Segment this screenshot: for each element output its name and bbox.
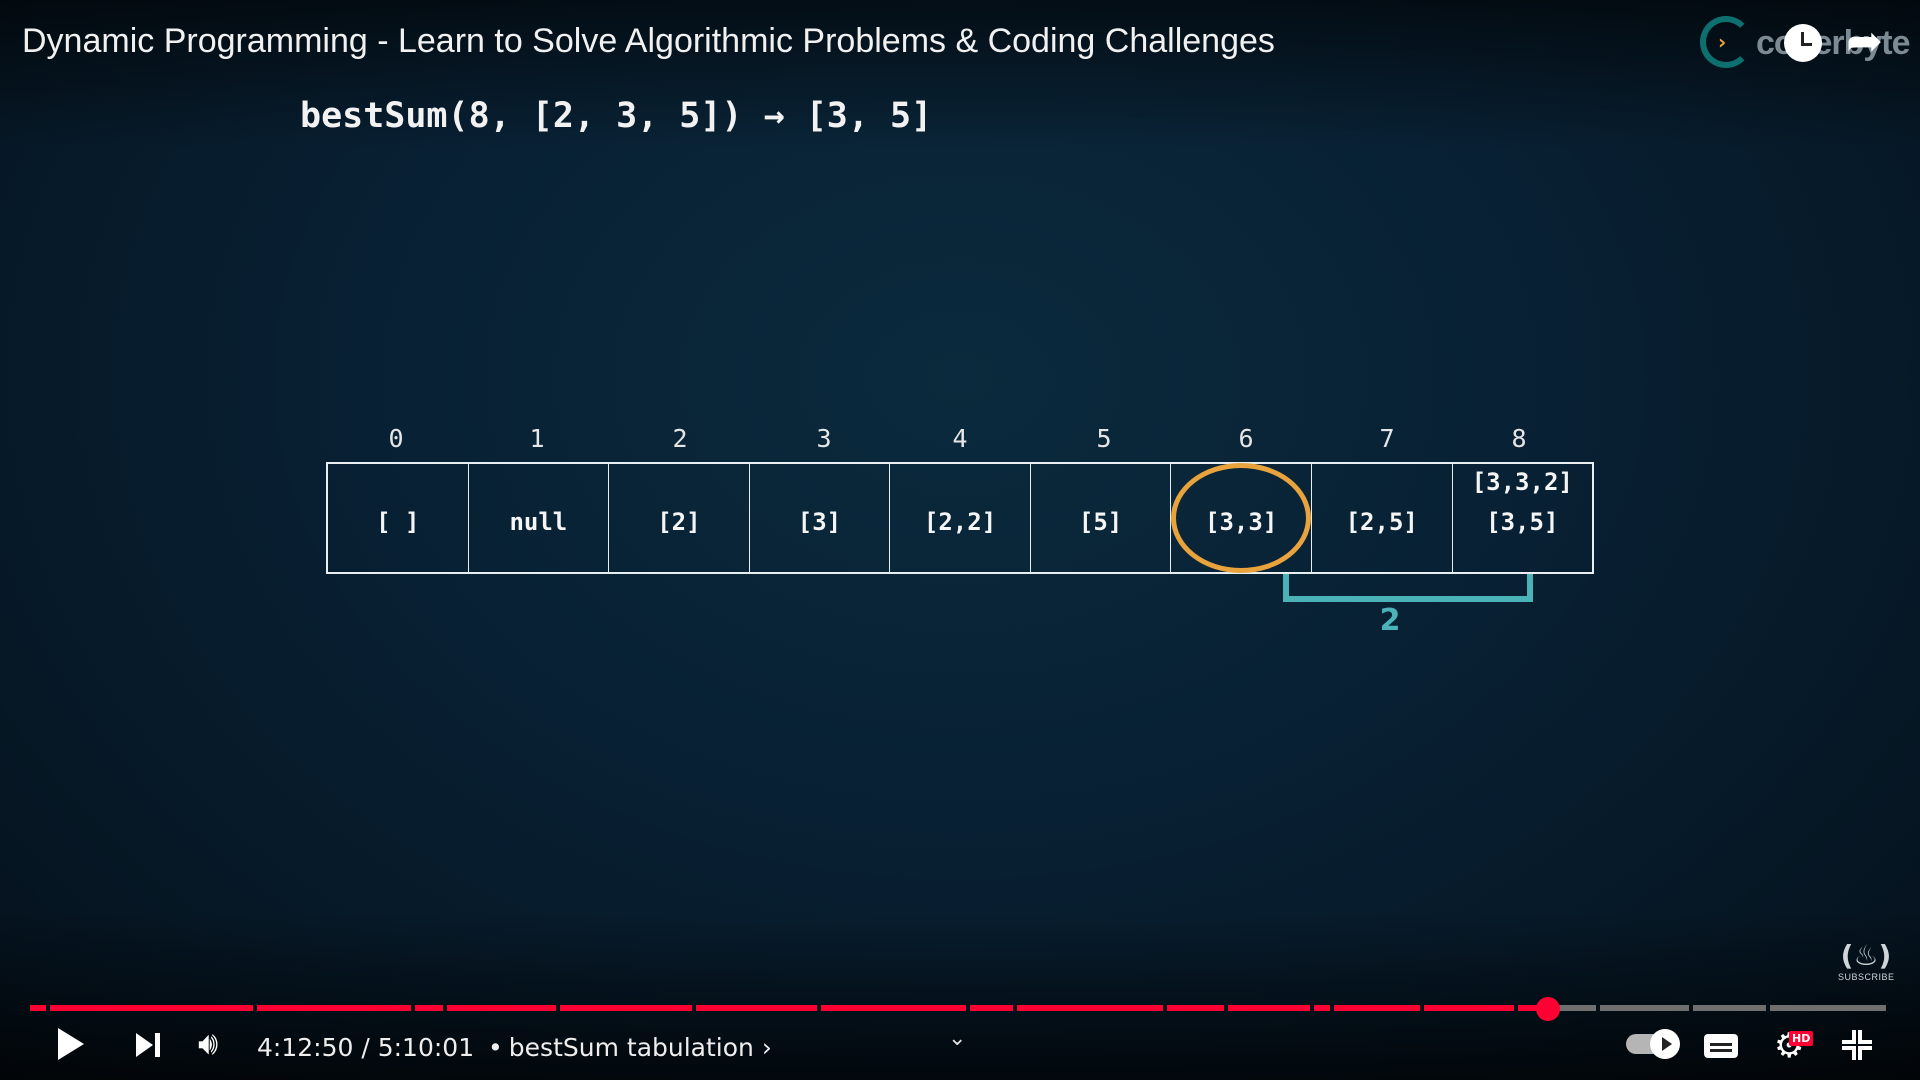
index-label: 6 (1238, 424, 1254, 453)
watermark-label: SUBSCRIBE (1838, 972, 1895, 982)
progress-segment[interactable] (1167, 1005, 1224, 1011)
table-cell: [3] (750, 464, 891, 572)
chevron-down-icon[interactable]: ⌄ (948, 1026, 967, 1051)
table-indices: 0 1 2 3 4 5 6 7 8 (326, 424, 1594, 460)
cell-value: [2] (657, 508, 701, 536)
progress-segment[interactable] (970, 1005, 1013, 1011)
play-icon[interactable] (58, 1028, 84, 1060)
progress-scrubber[interactable] (1536, 997, 1560, 1021)
bracket-label: 2 (1379, 603, 1401, 638)
progress-segment[interactable] (1600, 1005, 1689, 1011)
progress-segment[interactable] (50, 1005, 253, 1011)
progress-segment[interactable] (1314, 1005, 1330, 1011)
progress-segment[interactable] (1770, 1005, 1886, 1011)
share-icon[interactable]: ➦ (1846, 16, 1883, 67)
cell-value: [5] (1078, 508, 1123, 536)
progress-bar[interactable] (30, 1005, 1890, 1011)
progress-segment[interactable] (696, 1005, 817, 1011)
subscribe-watermark[interactable]: (♨) SUBSCRIBE (1838, 939, 1895, 983)
index-label: 1 (529, 424, 545, 453)
logo-text: coderbyte (1756, 24, 1910, 62)
table-cell: [5] (1031, 464, 1172, 572)
table-cell: [3,3,2] [3,5] (1453, 464, 1593, 572)
index-label: 3 (816, 424, 832, 453)
progress-segment[interactable] (447, 1005, 556, 1011)
index-label: 5 (1096, 424, 1112, 453)
chapter-title[interactable]: bestSum tabulation (508, 1033, 754, 1062)
cell-value: [2,2] (923, 508, 997, 536)
progress-segment[interactable] (1693, 1005, 1766, 1011)
logo-ring-icon (1700, 16, 1752, 68)
table-cell: [ ] (328, 464, 469, 572)
index-label: 7 (1379, 424, 1395, 453)
channel-logo[interactable]: › coderbyte (1700, 12, 1910, 72)
table-cell: [2] (609, 464, 750, 572)
cell-value: [2,5] (1345, 508, 1418, 536)
progress-segment[interactable] (415, 1005, 443, 1011)
next-icon-bar[interactable] (155, 1033, 160, 1057)
video-title[interactable]: Dynamic Programming - Learn to Solve Alg… (22, 22, 1275, 60)
current-time: 4:12:50 (257, 1033, 354, 1062)
cell-previous-value: [3,3,2] (1471, 468, 1573, 496)
progress-segment[interactable] (821, 1005, 966, 1011)
cell-value: [3] (797, 508, 842, 536)
top-gradient (0, 0, 1920, 150)
index-label: 4 (952, 424, 968, 453)
progress-segment[interactable] (1548, 1005, 1596, 1011)
table-cell: [2,2] (890, 464, 1031, 572)
autoplay-knob[interactable] (1650, 1029, 1680, 1059)
index-label: 2 (672, 424, 688, 453)
index-label: 8 (1511, 424, 1527, 453)
time-display[interactable]: 4:12:50 / 5:10:01 • bestSum tabulation › (257, 1033, 772, 1062)
highlight-circle (1171, 463, 1311, 573)
chapter-chevron-icon[interactable]: › (761, 1033, 772, 1062)
progress-segment[interactable] (1424, 1005, 1514, 1011)
flame-icon: (♨) (1840, 939, 1892, 972)
exit-fullscreen-icon[interactable] (1842, 1030, 1872, 1060)
progress-segment[interactable] (1017, 1005, 1163, 1011)
bottom-gradient (0, 910, 1920, 1080)
chapter-separator: • (488, 1033, 503, 1062)
table-cell: null (469, 464, 610, 572)
cell-value: null (509, 508, 568, 536)
progress-segment[interactable] (1518, 1005, 1548, 1011)
step-bracket (1283, 574, 1533, 602)
table-cell: [2,5] (1312, 464, 1453, 572)
slide-formula: bestSum(8, [2, 3, 5]) → [3, 5] (300, 96, 933, 136)
progress-segment[interactable] (560, 1005, 692, 1011)
hd-badge: HD (1789, 1031, 1814, 1046)
watch-later-icon[interactable] (1784, 24, 1822, 62)
progress-segment[interactable] (257, 1005, 411, 1011)
logo-chevron-icon: › (1718, 30, 1727, 54)
duration: 5:10:01 (377, 1033, 475, 1062)
time-separator: / (361, 1033, 370, 1062)
progress-segment[interactable] (1228, 1005, 1310, 1011)
volume-icon[interactable]: 🔊︎ (198, 1024, 219, 1062)
tabulation-table: [ ] null [2] [3] [2,2] [5] [3,3] [2,5] [… (326, 462, 1594, 574)
next-icon[interactable] (136, 1033, 153, 1057)
captions-icon[interactable] (1704, 1034, 1738, 1058)
progress-segment[interactable] (1334, 1005, 1420, 1011)
cell-value: [3,5] (1486, 508, 1559, 536)
index-label: 0 (388, 424, 404, 453)
progress-segment[interactable] (30, 1005, 46, 1011)
cell-value: [ ] (376, 508, 420, 536)
